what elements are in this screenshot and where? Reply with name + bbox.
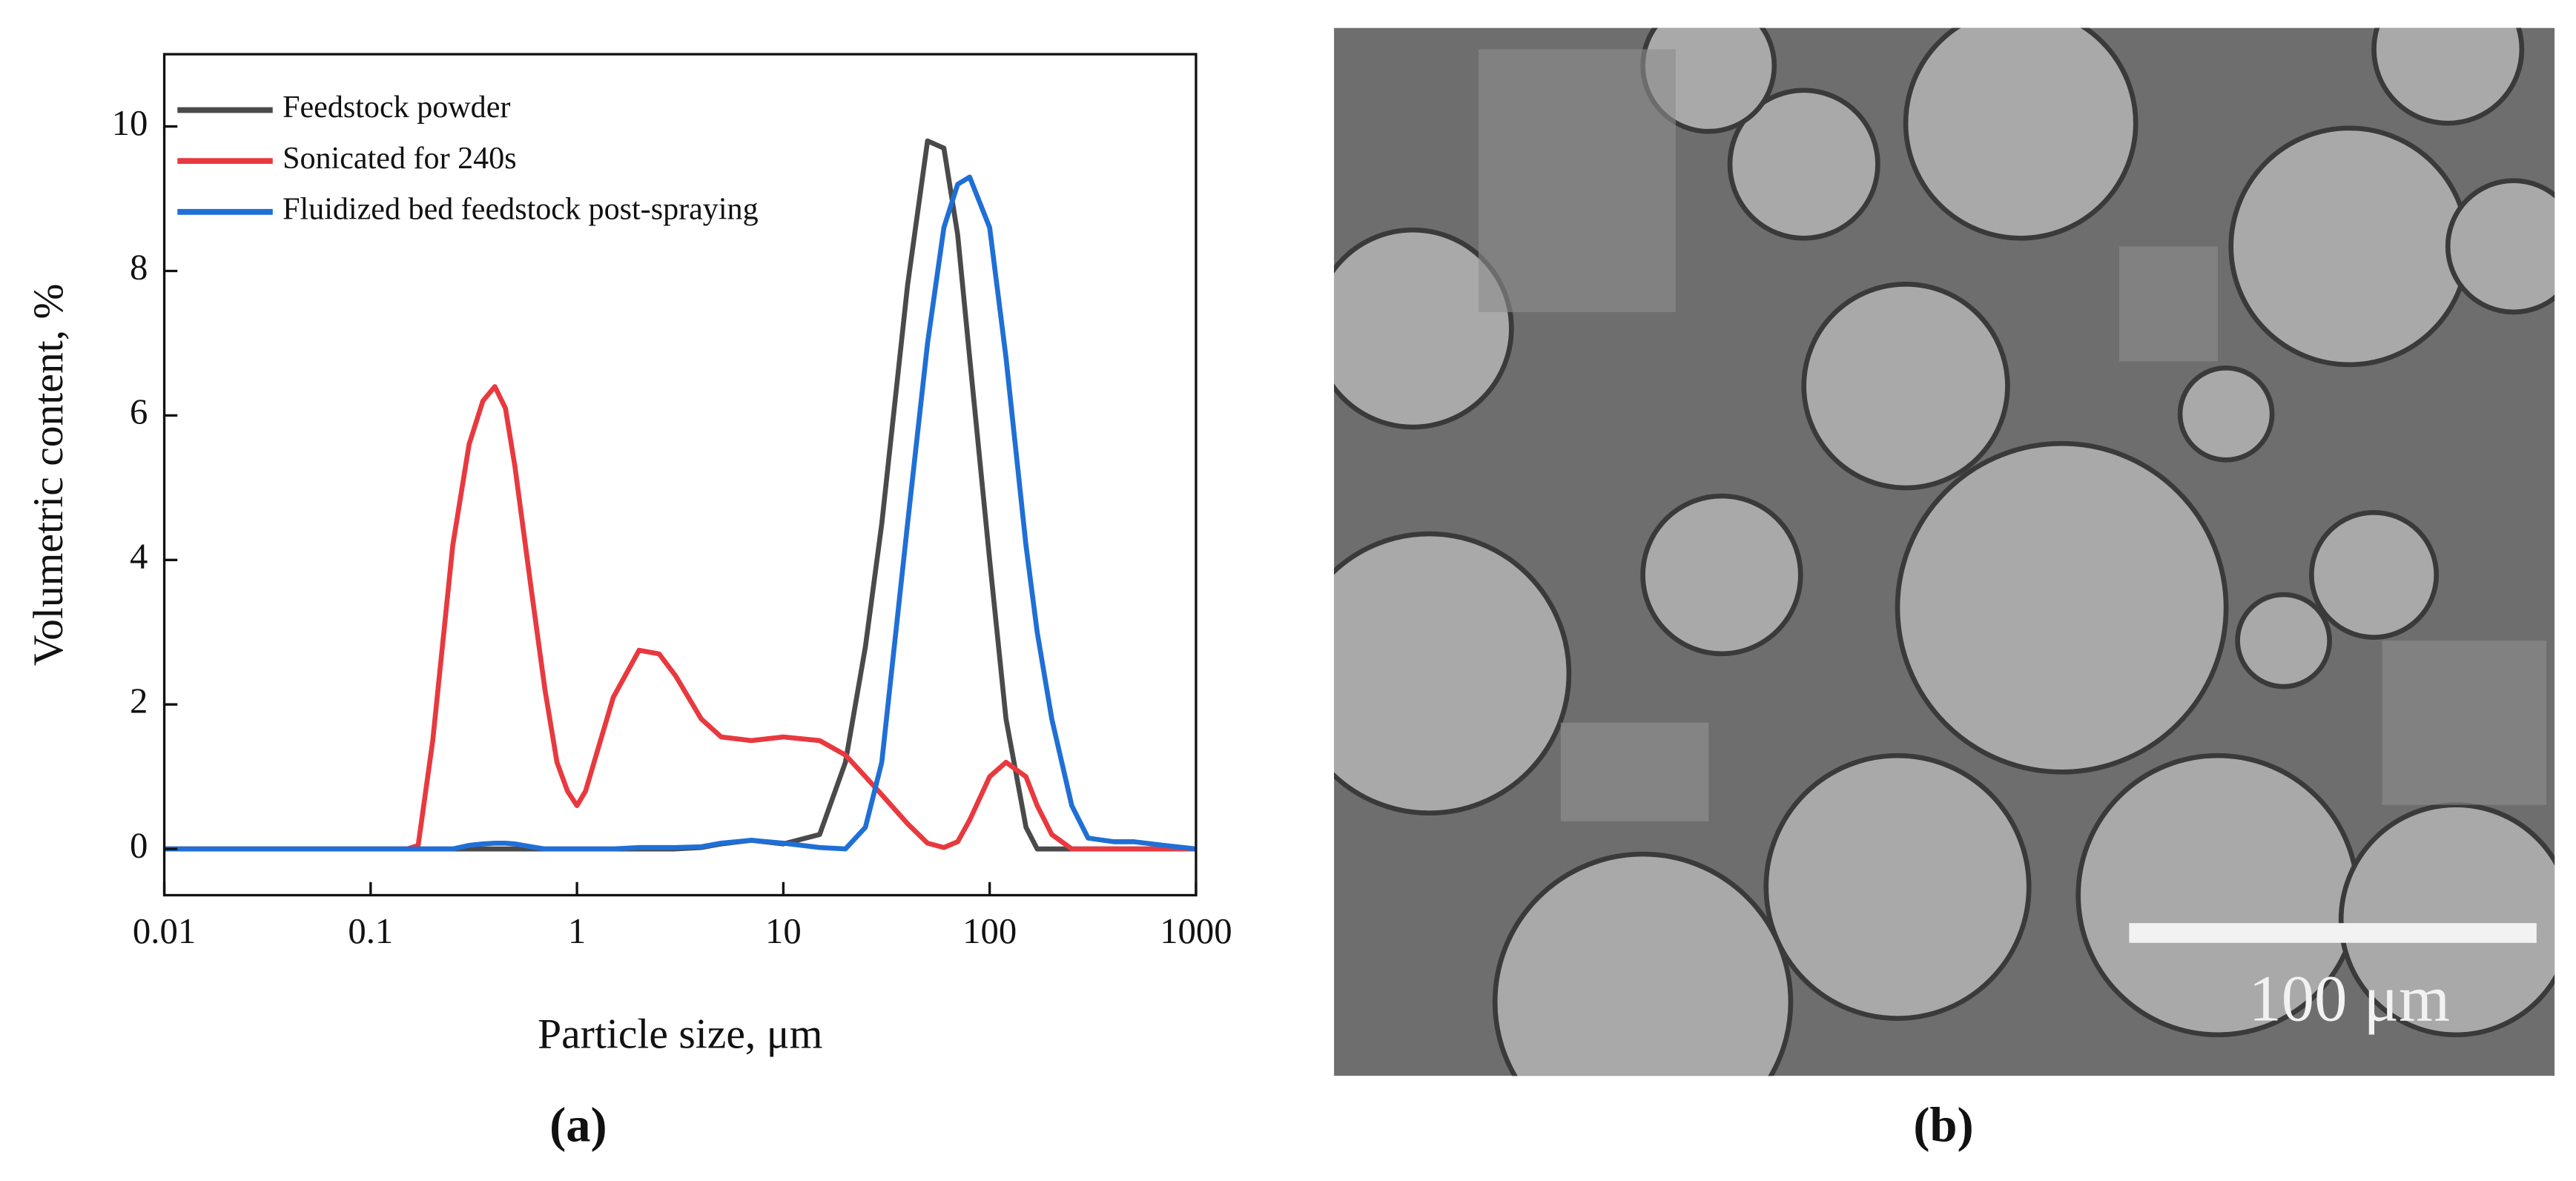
legend-label: Sonicated for 240s: [283, 141, 517, 176]
legend-label: Fluidized bed feedstock post-spraying: [283, 191, 759, 226]
y-tick-label: 6: [130, 392, 148, 432]
series-line: [164, 384, 1196, 852]
series-clip: [164, 138, 1196, 852]
y-tick-label: 10: [112, 103, 148, 143]
caption-b: (b): [1913, 1099, 1973, 1153]
y-tick-label: 2: [130, 681, 148, 721]
plot-area: [164, 138, 1196, 852]
x-tick-label: 10: [765, 911, 802, 951]
legend-label: Feedstock powder: [283, 90, 510, 125]
x-tick-label: 1000: [1160, 911, 1232, 951]
x-tick-label: 0.1: [348, 911, 393, 951]
caption-a: (a): [549, 1099, 607, 1153]
scale-bar-label: 100 μm: [2249, 962, 2451, 1035]
series-clip: [164, 384, 1196, 852]
y-tick-label: 0: [130, 825, 148, 865]
series-line: [164, 138, 1196, 852]
y-axis-label: Volumetric content, %: [25, 284, 72, 666]
series-clip: [164, 174, 1196, 852]
y-tick-label: 4: [130, 536, 148, 576]
x-tick-label: 1: [568, 911, 586, 951]
series-line: [164, 174, 1196, 852]
x-tick-label: 100: [962, 911, 1017, 951]
sem-image: [1334, 27, 2555, 1076]
x-axis-label: Particle size, μm: [538, 1010, 822, 1057]
x-tick-label: 0.01: [133, 911, 196, 951]
y-tick-label: 8: [130, 248, 148, 288]
plot-frame: [162, 53, 1198, 897]
